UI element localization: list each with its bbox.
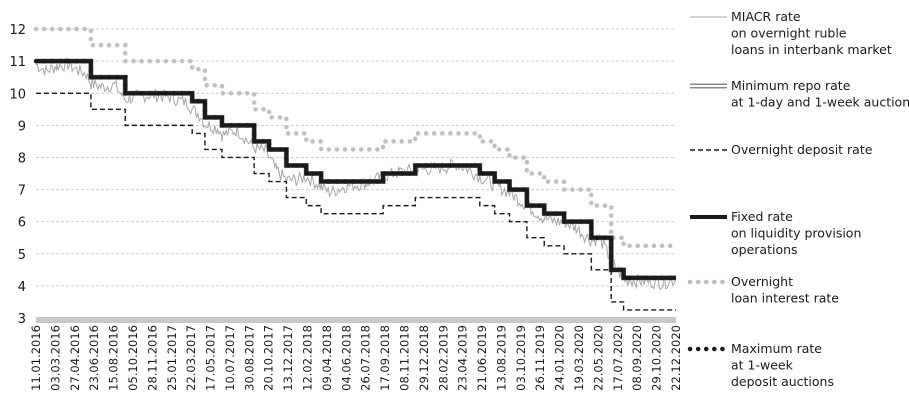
y-tick-label: 8	[18, 151, 26, 166]
x-tick-label: 27.04.2016	[68, 325, 82, 391]
y-tick-label: 3	[18, 312, 26, 327]
x-tick-label: 25.01.2017	[165, 325, 179, 391]
x-tick-label: 17.05.2017	[204, 325, 218, 391]
x-tick-label: 10.07.2017	[223, 325, 237, 391]
legend-item-fixed: Fixed rate on liquidity provision operatio…	[690, 209, 861, 257]
x-tick-label: 20.10.2017	[262, 325, 276, 391]
x-tick-label: 08.11.2018	[397, 325, 411, 391]
x-tick-label: 22.03.2017	[184, 325, 198, 391]
series-line-max-deposit	[33, 58, 679, 281]
x-tick-label: 13.08.2019	[494, 325, 508, 391]
legend-label: Minimum repo rate at 1-day and 1-week auc…	[731, 78, 909, 110]
x-tick-label: 05.10.2016	[126, 325, 140, 391]
x-tick-label: 12.02.2018	[301, 325, 315, 391]
y-tick-labels: 3 4 5 6 7 8 9 10 11 12	[9, 23, 26, 327]
legend-label: Overnight deposit rate	[731, 142, 873, 157]
legend-label: Overnight loan interest rate	[731, 274, 839, 306]
x-tick-label: 26.07.2018	[359, 325, 373, 391]
x-tick-label: 22.05.2020	[591, 325, 605, 391]
legend-label: Fixed rate on liquidity provision operatio…	[731, 209, 861, 257]
x-tick-label: 13.12.2017	[281, 325, 295, 391]
series-line-overnight-loan	[33, 26, 679, 249]
x-tick-label: 09.04.2018	[320, 325, 334, 391]
y-tick-label: 12	[9, 23, 26, 38]
x-tick-label: 08.09.2020	[630, 325, 644, 391]
x-tick-label: 28.11.2016	[145, 325, 159, 391]
series-lines	[33, 26, 679, 311]
y-tick-label: 7	[18, 184, 26, 199]
x-tick-label: 28.02.2019	[436, 325, 450, 391]
x-tick-label: 22.12.2020	[669, 325, 683, 391]
y-tick-label: 4	[18, 280, 26, 295]
series-line-deposit	[36, 92, 676, 311]
y-tick-label: 10	[9, 87, 26, 102]
legend-label: Maximum rate at 1-week deposit auctions	[731, 341, 834, 389]
x-tick-label: 24.01.2020	[553, 325, 567, 391]
y-tick-label: 11	[9, 55, 26, 70]
x-tick-label: 30.08.2017	[242, 325, 256, 391]
x-tick-label: 21.06.2019	[475, 325, 489, 391]
x-tick-label: 11.01.2016	[29, 325, 43, 391]
x-tick-label: 04.06.2018	[339, 325, 353, 391]
x-tick-label: 29.10.2020	[650, 325, 664, 391]
y-tick-label: 9	[18, 119, 26, 134]
x-tick-label: 03.10.2019	[514, 325, 528, 391]
legend-label: MIACR rate on overnight ruble loans in int…	[731, 9, 892, 57]
y-tick-label: 6	[18, 216, 26, 231]
legend-item-repo: Minimum repo rate at 1-day and 1-week auc…	[690, 78, 909, 110]
legend-item-overnight-loan: Overnight loan interest rate	[687, 274, 839, 306]
legend-item-miacr: MIACR rate on overnight ruble loans in int…	[690, 9, 892, 57]
x-tick-label: 03.03.2016	[48, 325, 62, 391]
y-tick-label: 5	[18, 248, 26, 263]
x-tick-label: 29.12.2018	[417, 325, 431, 391]
x-tick-labels: 11.01.2016 03.03.2016 27.04.2016 23.06.2016…	[29, 325, 683, 391]
legend-item-max-deposit: Maximum rate at 1-week deposit auctions	[687, 341, 834, 389]
x-tick-label: 15.08.2016	[107, 325, 121, 391]
x-tick-label: 23.06.2016	[87, 325, 101, 391]
x-tick-label: 19.03.2020	[572, 325, 586, 391]
legend: MIACR rate on overnight ruble loans in int…	[687, 9, 909, 389]
legend-item-deposit: Overnight deposit rate	[690, 142, 873, 157]
x-tick-label: 26.11.2019	[533, 325, 547, 391]
x-tick-label: 17.07.2020	[611, 325, 625, 391]
grid-lines	[36, 28, 676, 323]
x-tick-label: 17.09.2018	[378, 325, 392, 391]
x-axis-baseline	[36, 317, 676, 323]
x-tick-label: 23.04.2019	[456, 325, 470, 391]
